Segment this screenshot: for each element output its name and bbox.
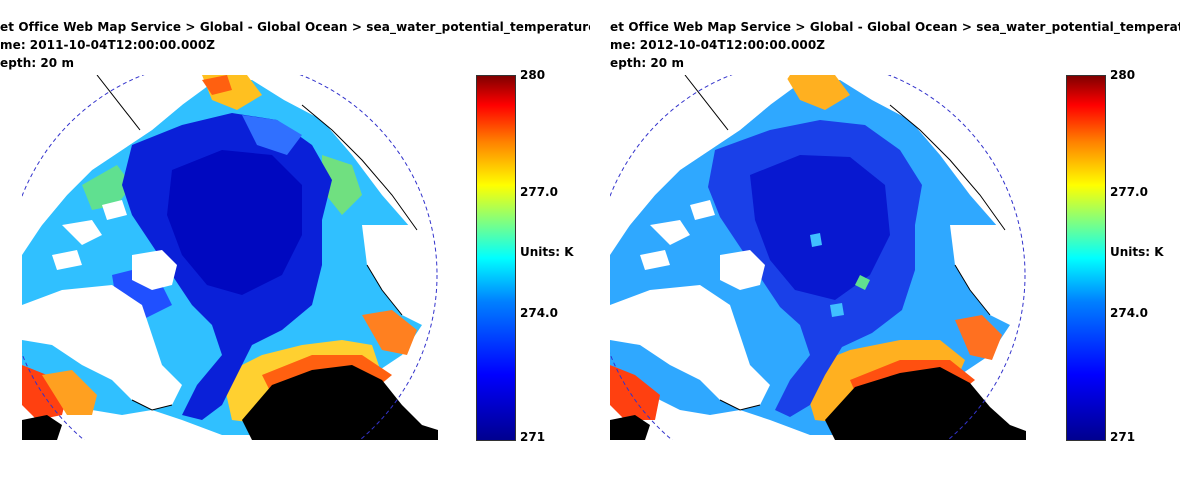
boundary-circle	[22, 75, 438, 440]
land-canada	[610, 285, 770, 410]
land-scandinavia	[362, 225, 438, 325]
pole-line	[684, 75, 729, 131]
land-canada	[22, 285, 182, 410]
warm-fringe	[785, 75, 850, 110]
service-breadcrumb: et Office Web Map Service > Global - Glo…	[610, 20, 1180, 34]
time-value: 2012-10-04T12:00:00.000Z	[639, 38, 826, 52]
warm-patch	[810, 233, 822, 247]
colorbar-lower-mid-label: 274.0	[520, 306, 558, 320]
colorbar-min-label: 271	[1110, 430, 1136, 444]
colorbar-min-label: 271	[520, 430, 546, 444]
arctic-temperature-map[interactable]	[610, 75, 1026, 440]
warm-fringe	[610, 365, 660, 420]
service-breadcrumb: et Office Web Map Service > Global - Glo…	[0, 20, 590, 34]
time-label: me:	[0, 38, 26, 52]
colorbar-upper-mid-label: 277.0	[1110, 185, 1148, 199]
warm-fringe	[202, 75, 232, 95]
time-line: me: 2012-10-04T12:00:00.000Z	[610, 38, 825, 52]
transition-band	[242, 115, 302, 155]
colorbar-upper-mid-label: 277.0	[520, 185, 558, 199]
coastline	[719, 104, 1006, 411]
map-panel-2011: et Office Web Map Service > Global - Glo…	[0, 0, 590, 480]
land-north	[870, 75, 1026, 230]
colorbar-max-label: 280	[1110, 68, 1136, 82]
depth-line: epth: 20 m	[0, 56, 74, 70]
land-greenland	[132, 250, 177, 290]
time-line: me: 2011-10-04T12:00:00.000Z	[0, 38, 215, 52]
depth-label: epth:	[610, 56, 647, 70]
land-islands	[52, 200, 127, 270]
colorbar	[476, 75, 516, 441]
land-greenland	[720, 250, 765, 290]
shelf-green	[322, 155, 362, 215]
warm-fringe	[955, 315, 1002, 360]
land-mask	[610, 415, 650, 440]
land-islands	[640, 200, 715, 270]
warm-fringe	[362, 310, 417, 355]
time-label: me:	[610, 38, 636, 52]
land-west	[610, 75, 790, 250]
depth-line: epth: 20 m	[610, 56, 684, 70]
shelf-green	[82, 165, 132, 210]
map-panel-2012: et Office Web Map Service > Global - Glo…	[590, 0, 1180, 480]
land-north	[282, 75, 438, 230]
colorbar	[1066, 75, 1106, 441]
land-mask	[22, 415, 62, 440]
depth-value: 20 m	[650, 56, 685, 70]
depth-value: 20 m	[40, 56, 75, 70]
land-scandinavia	[950, 225, 1026, 325]
colorbar-units-label: Units: K	[1110, 245, 1164, 259]
pole-line	[96, 75, 141, 131]
coastline	[131, 104, 418, 411]
boundary-circle	[610, 75, 1026, 440]
colorbar-units-label: Units: K	[520, 245, 574, 259]
colorbar-lower-mid-label: 274.0	[1110, 306, 1148, 320]
warm-patch	[855, 275, 870, 290]
warm-fringe	[42, 370, 97, 415]
colorbar-max-label: 280	[520, 68, 546, 82]
time-value: 2011-10-04T12:00:00.000Z	[29, 38, 216, 52]
depth-label: epth:	[0, 56, 37, 70]
warm-patch	[830, 303, 844, 317]
cold-core	[167, 150, 302, 295]
land-russia-mask	[825, 367, 1026, 440]
land-russia-mask	[242, 365, 438, 440]
land-west	[22, 75, 202, 250]
arctic-temperature-map[interactable]	[22, 75, 438, 440]
cold-core	[750, 155, 890, 300]
